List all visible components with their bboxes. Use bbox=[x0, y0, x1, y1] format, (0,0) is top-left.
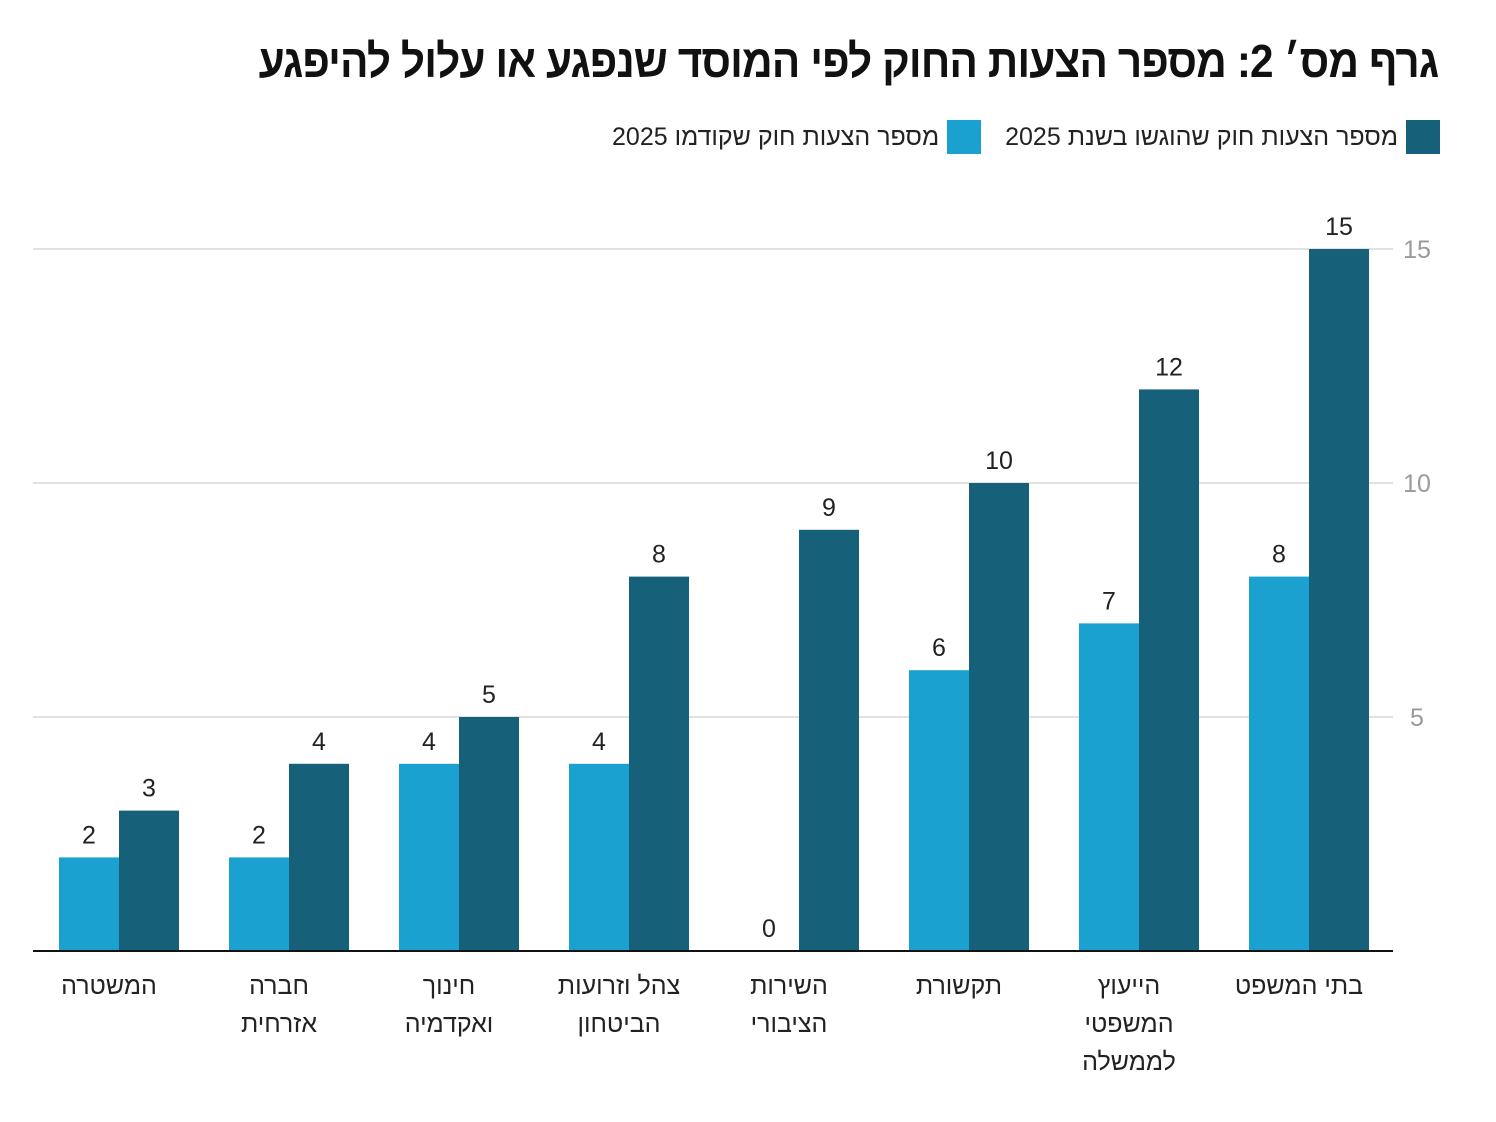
x-category-label: אזרחית bbox=[241, 1010, 317, 1038]
y-tick-label: 10 bbox=[1403, 470, 1431, 498]
data-label-advanced: 2 bbox=[82, 821, 96, 849]
x-category-label: המשטרה bbox=[61, 972, 157, 1000]
data-label-advanced: 0 bbox=[762, 915, 776, 943]
y-tick-label: 15 bbox=[1403, 236, 1431, 264]
x-category-label: לממשלה bbox=[1082, 1048, 1176, 1076]
x-category-label: תקשורת bbox=[916, 972, 1002, 1000]
bar-submitted bbox=[969, 483, 1029, 951]
data-label-advanced: 4 bbox=[592, 728, 606, 756]
bar-advanced bbox=[59, 857, 119, 951]
data-label-submitted: 3 bbox=[142, 775, 156, 803]
legend-item-submitted: מספר הצעות חוק שהוגשו בשנת 2025 bbox=[1005, 120, 1440, 154]
data-label-submitted: 12 bbox=[1155, 353, 1183, 381]
data-label-advanced: 8 bbox=[1272, 541, 1286, 569]
bar-advanced bbox=[1079, 623, 1139, 951]
data-label-submitted: 8 bbox=[652, 541, 666, 569]
bar-advanced bbox=[569, 763, 629, 951]
x-category-label: השירות bbox=[750, 972, 828, 1000]
bar-advanced bbox=[909, 670, 969, 951]
data-label-advanced: 2 bbox=[252, 821, 266, 849]
data-label-submitted: 10 bbox=[985, 447, 1013, 475]
bar-submitted bbox=[459, 717, 519, 951]
bar-submitted bbox=[1309, 249, 1369, 951]
bar-advanced bbox=[1249, 576, 1309, 951]
x-category-label: הייעוץ bbox=[1098, 972, 1160, 1000]
x-category-label: ואקדמיה bbox=[405, 1010, 494, 1038]
data-label-advanced: 6 bbox=[932, 634, 946, 662]
data-label-advanced: 4 bbox=[422, 728, 436, 756]
chart-title: גרף מס׳ 2: מספר הצעות החוק לפי המוסד שנפ… bbox=[258, 35, 1439, 87]
bar-submitted bbox=[289, 763, 349, 951]
data-label-submitted: 4 bbox=[312, 728, 326, 756]
bar-submitted bbox=[629, 576, 689, 951]
legend-label-submitted: מספר הצעות חוק שהוגשו בשנת 2025 bbox=[1005, 122, 1398, 151]
x-category-label: חינוך bbox=[423, 972, 476, 1000]
data-label-submitted: 5 bbox=[482, 681, 496, 709]
legend-swatch-advanced bbox=[947, 120, 982, 154]
legend-item-advanced: מספר הצעות חוק שקודמו 2025 bbox=[612, 120, 982, 154]
y-tick-label: 5 bbox=[1410, 704, 1424, 732]
bar-advanced bbox=[399, 763, 459, 951]
bar-submitted bbox=[1139, 389, 1199, 951]
data-label-advanced: 7 bbox=[1102, 587, 1116, 615]
legend: מספר הצעות חוק שהוגשו בשנת 2025 מספר הצע… bbox=[612, 120, 1440, 154]
bar-submitted bbox=[799, 529, 859, 951]
x-category-label: צהל וזרועות bbox=[558, 972, 680, 1000]
bar-submitted bbox=[119, 810, 179, 951]
x-category-label: הציבורי bbox=[751, 1010, 828, 1038]
data-label-submitted: 15 bbox=[1325, 213, 1353, 241]
x-category-label: הביטחון bbox=[577, 1010, 660, 1038]
data-label-submitted: 9 bbox=[822, 494, 836, 522]
x-category-label: המשפטי bbox=[1084, 1010, 1173, 1038]
legend-label-advanced: מספר הצעות חוק שקודמו 2025 bbox=[612, 122, 940, 151]
x-category-label: חברה bbox=[249, 972, 309, 1000]
bar-advanced bbox=[229, 857, 289, 951]
x-category-label: בתי המשפט bbox=[1235, 972, 1363, 1000]
legend-swatch-submitted bbox=[1406, 120, 1440, 154]
